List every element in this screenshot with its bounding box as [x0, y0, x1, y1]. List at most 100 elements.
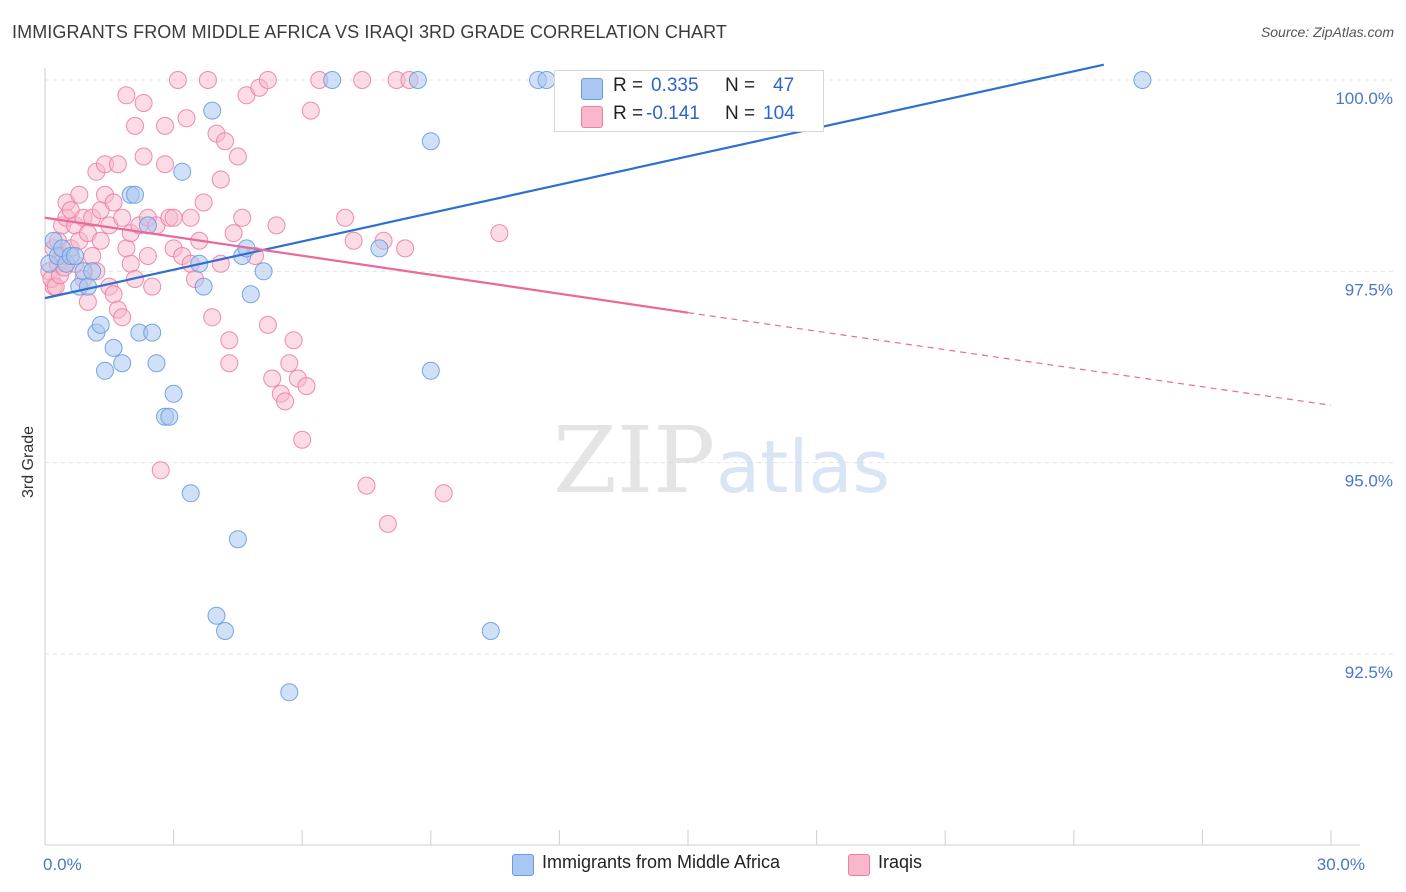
watermark-zip: ZIP: [553, 407, 715, 514]
iraqi-point: [258, 315, 277, 334]
watermark-atlas: atlas: [716, 425, 890, 509]
iraqi-point: [164, 208, 183, 227]
iraqi-point: [104, 285, 123, 304]
y-tick-label: 97.5%: [1345, 280, 1393, 299]
iraqi-point: [211, 170, 230, 189]
iraqi-point: [198, 71, 217, 89]
iraqi-point: [113, 308, 132, 327]
iraqi-trend-extension: [687, 312, 1332, 406]
middle-africa-point: [143, 323, 162, 342]
iraqi-point: [83, 247, 102, 265]
iraqi-point: [78, 292, 97, 311]
iraqi-point: [233, 208, 252, 227]
middle-africa-points: [40, 71, 1152, 702]
iraqi-trend-line: [44, 216, 689, 314]
middle-africa-point: [370, 239, 389, 258]
legend-n-label: N =: [725, 75, 756, 96]
middle-africa-point: [160, 407, 179, 426]
y-tick-label: 95.0%: [1345, 472, 1393, 491]
iraqi-point: [434, 484, 453, 503]
middle-africa-point: [280, 683, 299, 702]
middle-africa-point: [83, 262, 102, 281]
middle-africa-point: [104, 338, 123, 357]
legend-swatch-blue: [581, 78, 603, 100]
middle-africa-point: [113, 354, 132, 373]
middle-africa-point: [408, 71, 427, 89]
legend-row-blue: R = 0.335 N = 47: [555, 75, 823, 103]
legend-swatch-pink: [581, 106, 603, 128]
iraqi-point: [357, 476, 376, 495]
middle-africa-point: [228, 530, 247, 549]
iraqi-point: [293, 430, 312, 449]
iraqi-point: [104, 193, 123, 212]
iraqi-point: [228, 147, 247, 166]
iraqi-point: [216, 132, 234, 151]
x-tick-label: 0.0%: [43, 855, 82, 874]
middle-africa-point: [164, 384, 183, 403]
chart-title: IMMIGRANTS FROM MIDDLE AFRICA VS IRAQI 3…: [12, 22, 728, 42]
y-tick-label: 100.0%: [1335, 89, 1393, 108]
iraqi-point: [284, 331, 303, 350]
middle-africa-point: [537, 71, 556, 89]
middle-africa-point: [481, 622, 500, 640]
iraqi-point: [126, 116, 144, 135]
middle-africa-point: [96, 361, 114, 380]
middle-africa-point: [241, 285, 260, 304]
iraqi-point: [70, 185, 89, 204]
middle-africa-point: [126, 185, 144, 204]
x-tick-label: 30.0%: [1317, 855, 1365, 874]
iraqi-point: [134, 147, 153, 166]
chart-source: Source: ZipAtlas.com: [1260, 24, 1394, 40]
iraqi-point: [267, 216, 286, 235]
bottom-legend-swatch-blue: [512, 854, 534, 876]
iraqi-point: [353, 71, 372, 89]
iraqi-point: [297, 377, 316, 396]
iraqi-point: [113, 208, 132, 227]
bottom-legend-label-blue: Immigrants from Middle Africa: [542, 852, 781, 872]
iraqi-point: [168, 71, 187, 89]
iraqi-point: [336, 208, 355, 227]
iraqi-point: [177, 109, 196, 128]
iraqi-point: [378, 514, 397, 533]
iraqi-point: [224, 224, 243, 243]
legend-n-value-blue: 47: [773, 75, 795, 96]
iraqi-point: [121, 254, 140, 273]
middle-africa-point: [194, 277, 213, 296]
x-ticks: 0.0% 30.0%: [43, 830, 1365, 874]
legend-r-value-pink: -0.141: [646, 103, 700, 124]
middle-africa-point: [254, 262, 273, 281]
iraqi-point: [220, 331, 239, 350]
middle-africa-point: [203, 101, 222, 120]
middle-africa-trend-line: [44, 63, 1105, 300]
iraqi-point: [396, 239, 415, 258]
iraqi-point: [263, 369, 282, 388]
iraqi-point: [280, 354, 299, 373]
correlation-legend: R = 0.335 N = 47 R = -0.141 N = 104: [554, 70, 824, 132]
iraqi-point: [143, 277, 162, 296]
middle-africa-point: [181, 484, 200, 503]
iraqi-point: [203, 308, 222, 327]
middle-africa-point: [66, 247, 84, 265]
iraqi-point: [91, 231, 110, 250]
iraqi-point: [134, 94, 153, 112]
iraqi-point: [138, 247, 157, 265]
iraqi-point: [194, 193, 213, 212]
iraqi-point: [344, 231, 363, 250]
bottom-legend-label-pink: Iraqis: [878, 852, 923, 872]
legend-n-label: N =: [725, 103, 756, 124]
legend-r-label: R =: [613, 75, 644, 96]
legend-row-pink: R = -0.141 N = 104: [555, 103, 823, 131]
bottom-legend-swatch-pink: [848, 854, 870, 876]
iraqi-point: [117, 86, 136, 105]
iraqi-point: [220, 354, 239, 373]
iraqi-point: [490, 224, 509, 243]
watermark: ZIP atlas: [553, 407, 890, 514]
middle-africa-point: [323, 71, 342, 89]
iraqi-point: [276, 392, 295, 411]
middle-africa-point: [207, 606, 226, 625]
middle-africa-point: [173, 162, 192, 181]
middle-africa-point: [91, 315, 110, 334]
iraqi-point: [301, 101, 320, 120]
middle-africa-point: [421, 132, 440, 151]
iraqi-point: [181, 208, 200, 227]
